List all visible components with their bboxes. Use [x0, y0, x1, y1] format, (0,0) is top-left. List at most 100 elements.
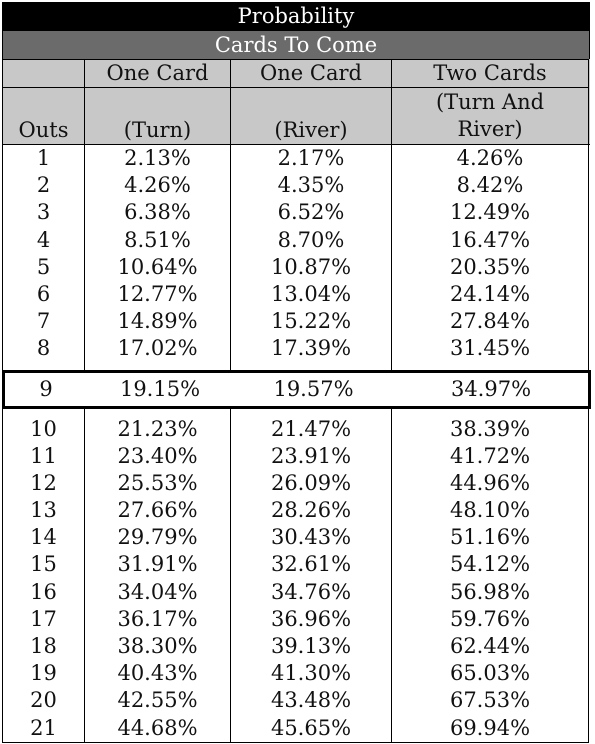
cell-turn-and-river: 44.96%: [392, 469, 589, 498]
table-row: 19 40.43% 41.30% 65.03%: [2, 660, 590, 688]
cell-outs: 9: [39, 376, 53, 401]
cell-turn: 21.23%: [85, 415, 231, 443]
row-spacer: [2, 408, 590, 416]
cell-turn-and-river: 20.35%: [392, 253, 589, 281]
cell-river: 21.47%: [231, 415, 392, 443]
cell-river: 28.26%: [231, 497, 392, 525]
header-outs: Outs: [3, 87, 85, 144]
cell-turn-and-river: 38.39%: [392, 415, 589, 443]
cell-turn: 29.79%: [85, 524, 231, 552]
cell-river: 4.35%: [231, 172, 392, 200]
cell-turn-and-river: 12.49%: [392, 199, 589, 227]
cell-river: 39.13%: [231, 633, 392, 661]
table-row: 4 8.51% 8.70% 16.47%: [2, 226, 590, 254]
header-turn-and-river: (Turn And River): [392, 87, 589, 144]
cell-turn: 44.68%: [85, 714, 231, 743]
cell-turn: 10.64%: [85, 253, 231, 281]
header-outs-blank: [3, 59, 85, 87]
table-row: 17 36.17% 36.96% 59.76%: [2, 605, 590, 633]
cell-turn: 2.13%: [85, 145, 231, 173]
cell-outs: 20: [3, 687, 85, 715]
table-row: 11 23.40% 23.91% 41.72%: [2, 442, 590, 470]
table-row: 5 10.64% 10.87% 20.35%: [2, 253, 590, 281]
cell-river: 32.61%: [231, 551, 392, 579]
table-row: 14 29.79% 30.43% 51.16%: [2, 524, 590, 552]
header-row-2: Outs (Turn) (River) (Turn And River): [2, 87, 590, 145]
table-row: 1 2.13% 2.17% 4.26%: [2, 145, 590, 173]
cell-river: 23.91%: [231, 442, 392, 470]
cell-turn-and-river: 48.10%: [392, 497, 589, 525]
cell-outs: 7: [3, 308, 85, 336]
cell-turn-and-river: 54.12%: [392, 551, 589, 579]
table-body: 1 2.13% 2.17% 4.26% 2 4.26% 4.35% 8.42% 3 6.38% 6.…: [2, 145, 591, 743]
header-turn-and-river-line-1: (Turn And: [435, 90, 545, 114]
header-river: (River): [231, 87, 392, 144]
cell-outs: 13: [3, 497, 85, 525]
cell-turn: 8.51%: [85, 226, 231, 254]
cell-turn-and-river: 27.84%: [392, 308, 589, 336]
cell-outs: 8: [3, 335, 85, 363]
cell-outs: 19: [3, 660, 85, 688]
cell-outs: 14: [3, 524, 85, 552]
table-row: 20 42.55% 43.48% 67.53%: [2, 687, 590, 715]
cell-turn-and-river: 56.98%: [392, 578, 589, 606]
cell-turn-and-river: 24.14%: [392, 280, 589, 309]
cell-river: 45.65%: [231, 714, 392, 743]
table-row: 12 25.53% 26.09% 44.96%: [2, 469, 590, 498]
cell-turn: 27.66%: [85, 497, 231, 525]
cell-turn: 17.02%: [85, 335, 231, 363]
table-row: 8 17.02% 17.39% 31.45%: [2, 335, 590, 363]
cell-turn: 12.77%: [85, 280, 231, 309]
table-row: 10 21.23% 21.47% 38.39%: [2, 415, 590, 443]
cell-river: 41.30%: [231, 660, 392, 688]
table-title: Probability: [2, 2, 590, 30]
cell-river: 2.17%: [231, 145, 392, 173]
cell-river: 17.39%: [231, 335, 392, 363]
cell-river: 34.76%: [231, 578, 392, 606]
cell-turn: 23.40%: [85, 442, 231, 470]
cell-outs: 12: [3, 469, 85, 498]
table-row: 16 34.04% 34.76% 56.98%: [2, 578, 590, 606]
cell-turn-and-river: 16.47%: [392, 226, 589, 254]
header-turn-and-river-line-2: River): [457, 117, 523, 141]
cell-river: 6.52%: [231, 199, 392, 227]
cell-river: 15.22%: [231, 308, 392, 336]
cell-turn-and-river: 59.76%: [392, 605, 589, 633]
table-row-highlighted: 9 19.15% 19.57% 34.97%: [2, 369, 591, 409]
table-row: 7 14.89% 15.22% 27.84%: [2, 308, 590, 336]
cell-turn-and-river: 8.42%: [392, 172, 589, 200]
row-spacer: [2, 362, 590, 370]
cell-river: 19.57%: [273, 376, 354, 401]
cell-turn-and-river: 31.45%: [392, 335, 589, 363]
cell-turn-and-river: 67.53%: [392, 687, 589, 715]
table-row: 2 4.26% 4.35% 8.42%: [2, 172, 590, 200]
cell-river: 36.96%: [231, 605, 392, 633]
cell-turn: 6.38%: [85, 199, 231, 227]
cell-turn: 34.04%: [85, 578, 231, 606]
cell-outs: 15: [3, 551, 85, 579]
cell-outs: 2: [3, 172, 85, 200]
table-row: 21 44.68% 45.65% 69.94%: [2, 714, 590, 743]
header-one-card-turn: One Card: [85, 59, 231, 87]
table-row: 15 31.91% 32.61% 54.12%: [2, 551, 590, 579]
cell-turn-and-river: 51.16%: [392, 524, 589, 552]
header-two-cards: Two Cards: [392, 59, 589, 87]
cell-turn-and-river: 62.44%: [392, 633, 589, 661]
table-row: 13 27.66% 28.26% 48.10%: [2, 497, 590, 525]
header-row-1: One Card One Card Two Cards: [2, 59, 590, 87]
cell-outs: 4: [3, 226, 85, 254]
cell-turn: 36.17%: [85, 605, 231, 633]
cell-turn: 4.26%: [85, 172, 231, 200]
cell-outs: 5: [3, 253, 85, 281]
cell-turn-and-river: 4.26%: [392, 145, 589, 173]
cell-turn: 19.15%: [119, 376, 201, 401]
cell-turn-and-river: 34.97%: [394, 372, 591, 406]
cell-turn-and-river: 41.72%: [392, 442, 589, 470]
cell-turn: 25.53%: [85, 469, 231, 498]
cell-outs: 11: [3, 442, 85, 470]
cell-turn: 42.55%: [85, 687, 231, 715]
cell-river: 8.70%: [231, 226, 392, 254]
cell-outs: 1: [3, 145, 85, 173]
cell-river: 13.04%: [231, 280, 392, 309]
